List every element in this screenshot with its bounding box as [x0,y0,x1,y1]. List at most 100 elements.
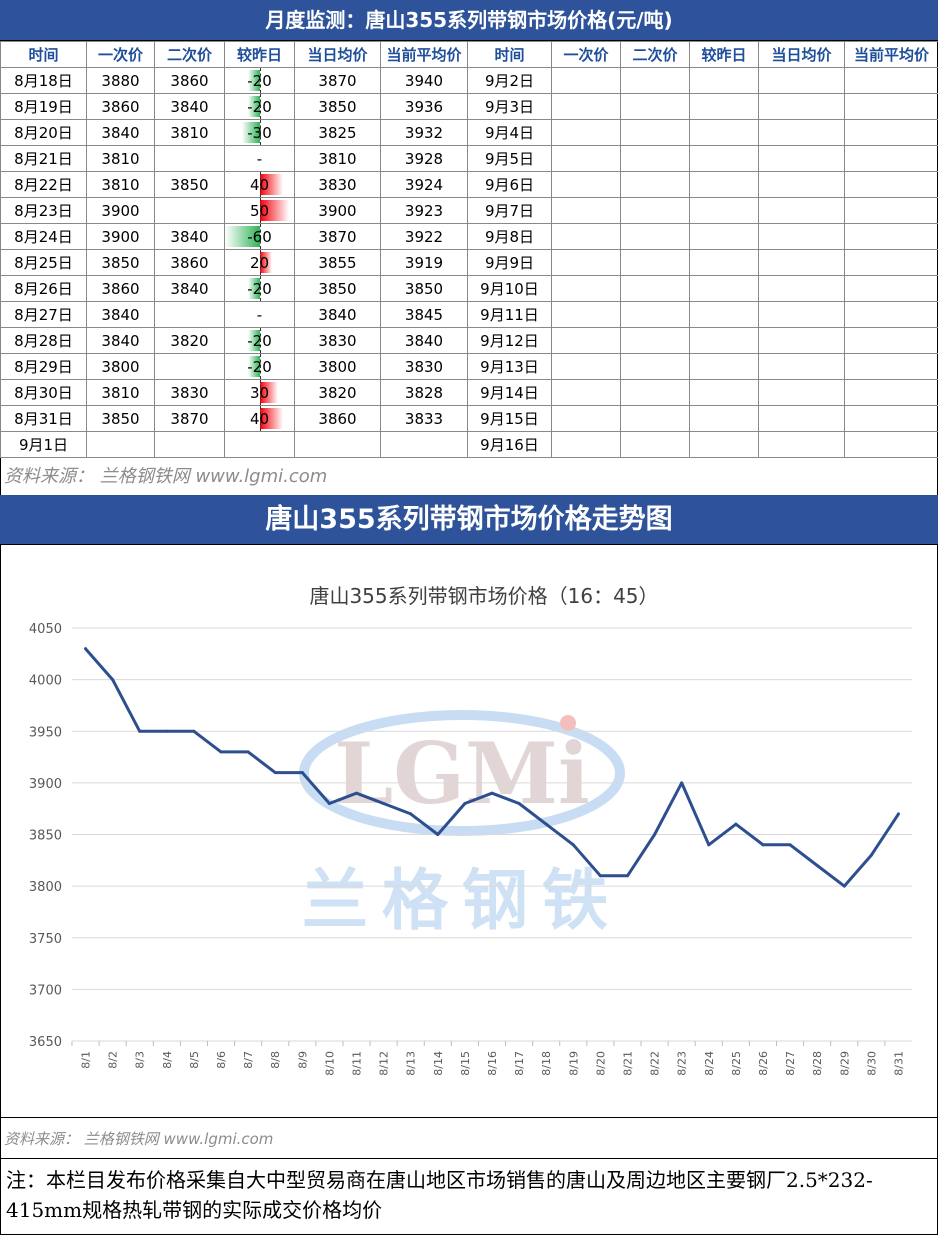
change-axis [260,250,261,275]
empty-cell [844,249,938,276]
change-cell: 40 [224,405,295,432]
first-price-cell: 3810 [86,145,155,172]
change-value: -20 [247,71,272,90]
data-point [896,812,900,816]
y-tick-label: 3650 [29,1035,62,1050]
empty-cell [689,145,759,172]
change-cell: -60 [224,223,295,250]
column-header: 当前平均价 [380,41,468,68]
x-tick-label: 8/16 [486,1051,499,1076]
empty-cell [620,171,690,198]
second-price-cell [154,301,225,328]
data-point [707,843,711,847]
table-header-row: 时间 一次价 二次价 较昨日 当日均价 当前平均价 时间 一次价 二次价 较昨日 当日均价 当前平均价 [0,41,938,68]
change-bar-positive [260,382,278,403]
date-cell: 9月8日 [467,223,552,250]
running-average-cell: 3919 [380,249,468,276]
data-point [327,802,331,806]
daily-average-cell: 3850 [294,275,381,302]
running-average-cell: 3936 [380,93,468,120]
data-point [436,833,440,836]
change-value: 30 [249,383,270,402]
date-cell: 8月24日 [0,223,87,250]
first-price-cell: 3810 [86,171,155,198]
empty-cell [551,431,621,458]
change-cell: -20 [224,353,295,380]
date-cell: 8月21日 [0,145,87,172]
second-price-cell: 3830 [154,379,225,406]
data-point [571,843,575,847]
x-tick-label: 8/9 [296,1051,309,1069]
change-bar-positive [260,174,283,195]
data-point [788,843,792,847]
empty-cell [758,275,845,302]
running-average-cell: 3850 [380,275,468,302]
running-average-cell: 3845 [380,301,468,328]
empty-cell [844,353,938,380]
change-axis [260,380,261,405]
change-value: 40 [249,409,270,428]
data-point [138,729,142,733]
date-cell: 8月18日 [0,67,87,94]
empty-cell [551,145,621,172]
change-bar-positive [260,408,283,429]
change-value: -30 [247,123,272,142]
data-point [625,874,629,878]
date-cell: 9月5日 [467,145,552,172]
first-price-cell: 3840 [86,327,155,354]
empty-cell [551,171,621,198]
data-point [111,678,115,682]
daily-average-cell [294,431,381,458]
change-cell: - [224,301,295,328]
change-value: - [256,305,263,324]
change-value: 20 [249,253,270,272]
x-tick-label: 8/27 [784,1051,797,1076]
x-tick-label: 8/10 [323,1051,336,1076]
column-header: 时间 [467,41,552,68]
empty-cell [620,197,690,224]
y-axis: 3650 3700 3750 3800 3850 3900 3950 4000 4050 [29,622,62,1050]
first-price-cell: 3900 [86,223,155,250]
empty-cell [758,379,845,406]
x-tick-label: 8/8 [269,1051,282,1069]
first-price-cell: 3850 [86,405,155,432]
table-row: 8月18日 3880 3860 -20 3870 3940 9月2日 [0,67,938,94]
date-cell: 9月10日 [467,275,552,302]
change-bar-positive [260,252,272,273]
running-average-cell: 3922 [380,223,468,250]
change-cell: 30 [224,379,295,406]
change-axis [260,68,261,93]
date-cell: 9月14日 [467,379,552,406]
x-axis: 8/1 8/2 8/3 8/4 8/5 8/6 8/7 8/8 8/9 8/10 8/11 8/12 8… [71,1041,905,1076]
date-cell: 9月13日 [467,353,552,380]
change-cell: -20 [224,93,295,120]
table-row: 8月23日 3900 50 3900 3923 9月7日 [0,197,938,224]
date-cell: 9月15日 [467,405,552,432]
second-price-cell [154,197,225,224]
empty-cell [620,119,690,146]
date-cell: 9月3日 [467,93,552,120]
x-tick-label: 8/13 [405,1051,418,1076]
empty-cell [844,301,938,328]
change-bar-negative [248,96,260,117]
x-tick-label: 8/6 [215,1051,228,1069]
empty-cell [758,119,845,146]
change-cell: 40 [224,171,295,198]
change-bar-negative [242,122,260,143]
empty-cell [620,327,690,354]
empty-cell [689,171,759,198]
data-point [598,874,602,878]
empty-cell [620,405,690,432]
date-cell: 8月29日 [0,353,87,380]
first-price-cell: 3840 [86,301,155,328]
first-price-cell [86,431,155,458]
daily-average-cell: 3820 [294,379,381,406]
x-tick-label: 8/5 [188,1051,201,1069]
data-point [219,750,223,754]
y-tick-label: 3700 [29,983,62,998]
table-row: 8月30日 3810 3830 30 3820 3828 9月14日 [0,379,938,406]
empty-cell [844,171,938,198]
data-point [409,812,413,816]
data-point [84,647,88,651]
daily-average-cell: 3870 [294,67,381,94]
